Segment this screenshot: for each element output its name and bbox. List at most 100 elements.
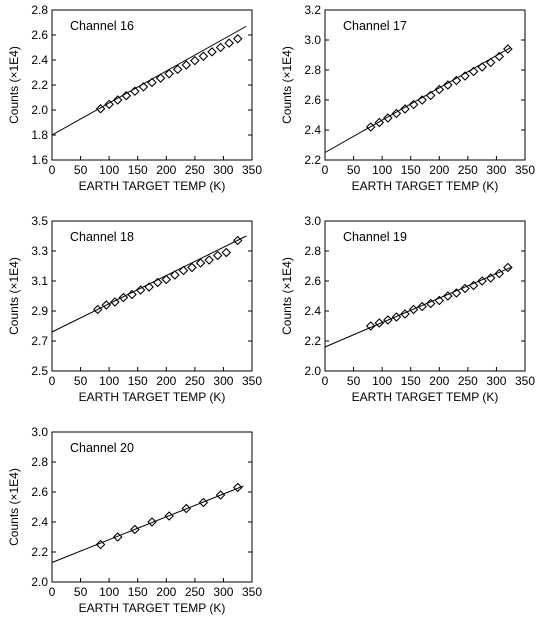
x-tick-label: 0 [49,374,56,388]
x-tick-label: 0 [322,374,329,388]
data-point-diamond [443,291,453,301]
data-point-diamond [400,104,410,114]
data-point-diamond [221,247,232,258]
data-point-diamond [443,80,453,90]
x-tick-label: 350 [242,163,262,177]
x-tick-label: 300 [213,374,233,388]
plot-frame [324,220,526,372]
data-point-diamond [181,503,192,514]
y-tick-label: 2.4 [31,53,48,67]
data-point-diamond [178,265,189,276]
data-point-diamond [460,283,470,294]
data-point-diamond [127,289,137,300]
chart-title: Channel 19 [343,230,407,244]
data-point-diamond [195,258,206,268]
data-point-diamond [468,66,479,77]
y-tick-label: 1.6 [31,153,48,167]
data-point-diamond [391,312,402,322]
data-point-diamond [232,33,243,44]
chart-panel-channel-17: 0 50 100 150 200 250 300 350 2.2 2.4 2.6 2.8 3.0 3.2 E… [273,0,546,211]
chart-svg-channel-17: 0 50 100 150 200 250 300 350 2.2 2.4 2.6 2.8 3.0 3.2 E… [280,3,535,193]
x-axis-label: EARTH TARGET TEMP (K) [79,601,226,615]
data-point-diamond [365,122,376,132]
data-point-diamond [503,44,513,54]
x-tick-label: 250 [185,374,205,388]
data-point-diamond [477,276,487,286]
data-point-diamond [152,277,163,288]
y-tick-label: 3.3 [31,244,48,258]
data-point-diamond [135,285,146,295]
data-point-diamond [147,77,157,88]
chart-panel-channel-16: 0 50 100 150 200 250 300 350 1.6 1.8 2.0 2.2 2.4 2.6 2… [0,0,273,211]
y-tick-label: 2.4 [31,515,48,529]
x-tick-label: 100 [372,374,392,388]
data-point-diamond [112,532,123,542]
x-tick-label: 350 [242,374,262,388]
y-axis-label: Counts (×1E4) [280,257,294,335]
x-tick-label: 0 [322,163,329,177]
chart-title: Channel 17 [343,19,407,33]
y-tick-label: 2.0 [304,364,321,378]
x-tick-label: 50 [347,163,361,177]
y-tick-label: 3.0 [31,425,48,439]
data-point-diamond [104,99,114,110]
y-axis-label: Counts (×1E4) [280,46,294,124]
y-axis-label: Counts (×1E4) [7,46,21,124]
x-tick-label: 50 [74,163,88,177]
x-tick-label: 200 [156,374,176,388]
y-tick-label: 2.0 [31,103,48,117]
data-point-diamond [101,300,112,310]
x-tick-label: 50 [74,585,88,599]
data-point-diamond [95,539,106,550]
data-point-diamond [112,95,123,105]
x-tick-label: 50 [74,374,88,388]
data-point-diamond [130,86,140,97]
x-tick-label: 300 [486,374,506,388]
y-tick-label: 2.2 [304,334,321,348]
plot-frame [51,220,253,372]
data-point-diamond [187,262,197,273]
data-point-diamond [110,297,120,307]
data-point-diamond [121,90,132,101]
y-tick-label: 2.2 [304,153,321,167]
x-tick-label: 200 [429,374,449,388]
data-point-diamond [95,103,106,114]
y-tick-label: 3.1 [31,274,48,288]
fit-line [51,485,244,563]
y-tick-label: 2.4 [304,123,321,137]
x-tick-label: 150 [128,374,148,388]
data-point-diamond [232,235,243,246]
x-tick-label: 300 [213,585,233,599]
data-point-diamond [212,250,223,261]
data-point-diamond [460,71,470,81]
data-point-diamond [417,301,427,312]
data-point-diamond [215,42,226,53]
y-tick-label: 2.0 [31,575,48,589]
chart-svg-channel-20: 0 50 100 150 200 250 300 350 2.0 2.2 2.4 2.6 2.8 3.0 E… [7,425,262,615]
data-point-diamond [451,75,462,86]
data-point-diamond [207,47,217,57]
data-point-diamond [477,62,487,72]
data-point-diamond [198,497,209,508]
x-tick-label: 50 [347,374,361,388]
data-point-diamond [383,113,393,123]
data-point-diamond [172,64,183,75]
data-point-diamond [494,51,505,62]
y-tick-label: 2.2 [31,78,48,92]
chart-svg-channel-19: 0 50 100 150 200 250 300 350 2.0 2.2 2.4 2.6 2.8 3.0 E… [280,214,535,404]
x-axis-label: EARTH TARGET TEMP (K) [79,390,226,404]
y-tick-label: 2.5 [31,364,48,378]
data-point-diamond [494,268,505,279]
data-point-diamond [451,288,462,298]
data-point-diamond [468,280,479,291]
y-tick-label: 2.6 [31,485,48,499]
x-tick-label: 250 [185,163,205,177]
x-tick-label: 100 [99,374,119,388]
y-tick-label: 2.2 [31,545,48,559]
x-tick-label: 0 [49,585,56,599]
x-axis-label: EARTH TARGET TEMP (K) [352,390,499,404]
chart-panel-channel-18: 0 50 100 150 200 250 300 350 2.5 2.7 2.9 3.1 3.3 3.5 E… [0,211,273,422]
data-point-diamond [503,262,513,273]
data-point-diamond [417,95,427,105]
y-axis-label: Counts (×1E4) [7,257,21,335]
